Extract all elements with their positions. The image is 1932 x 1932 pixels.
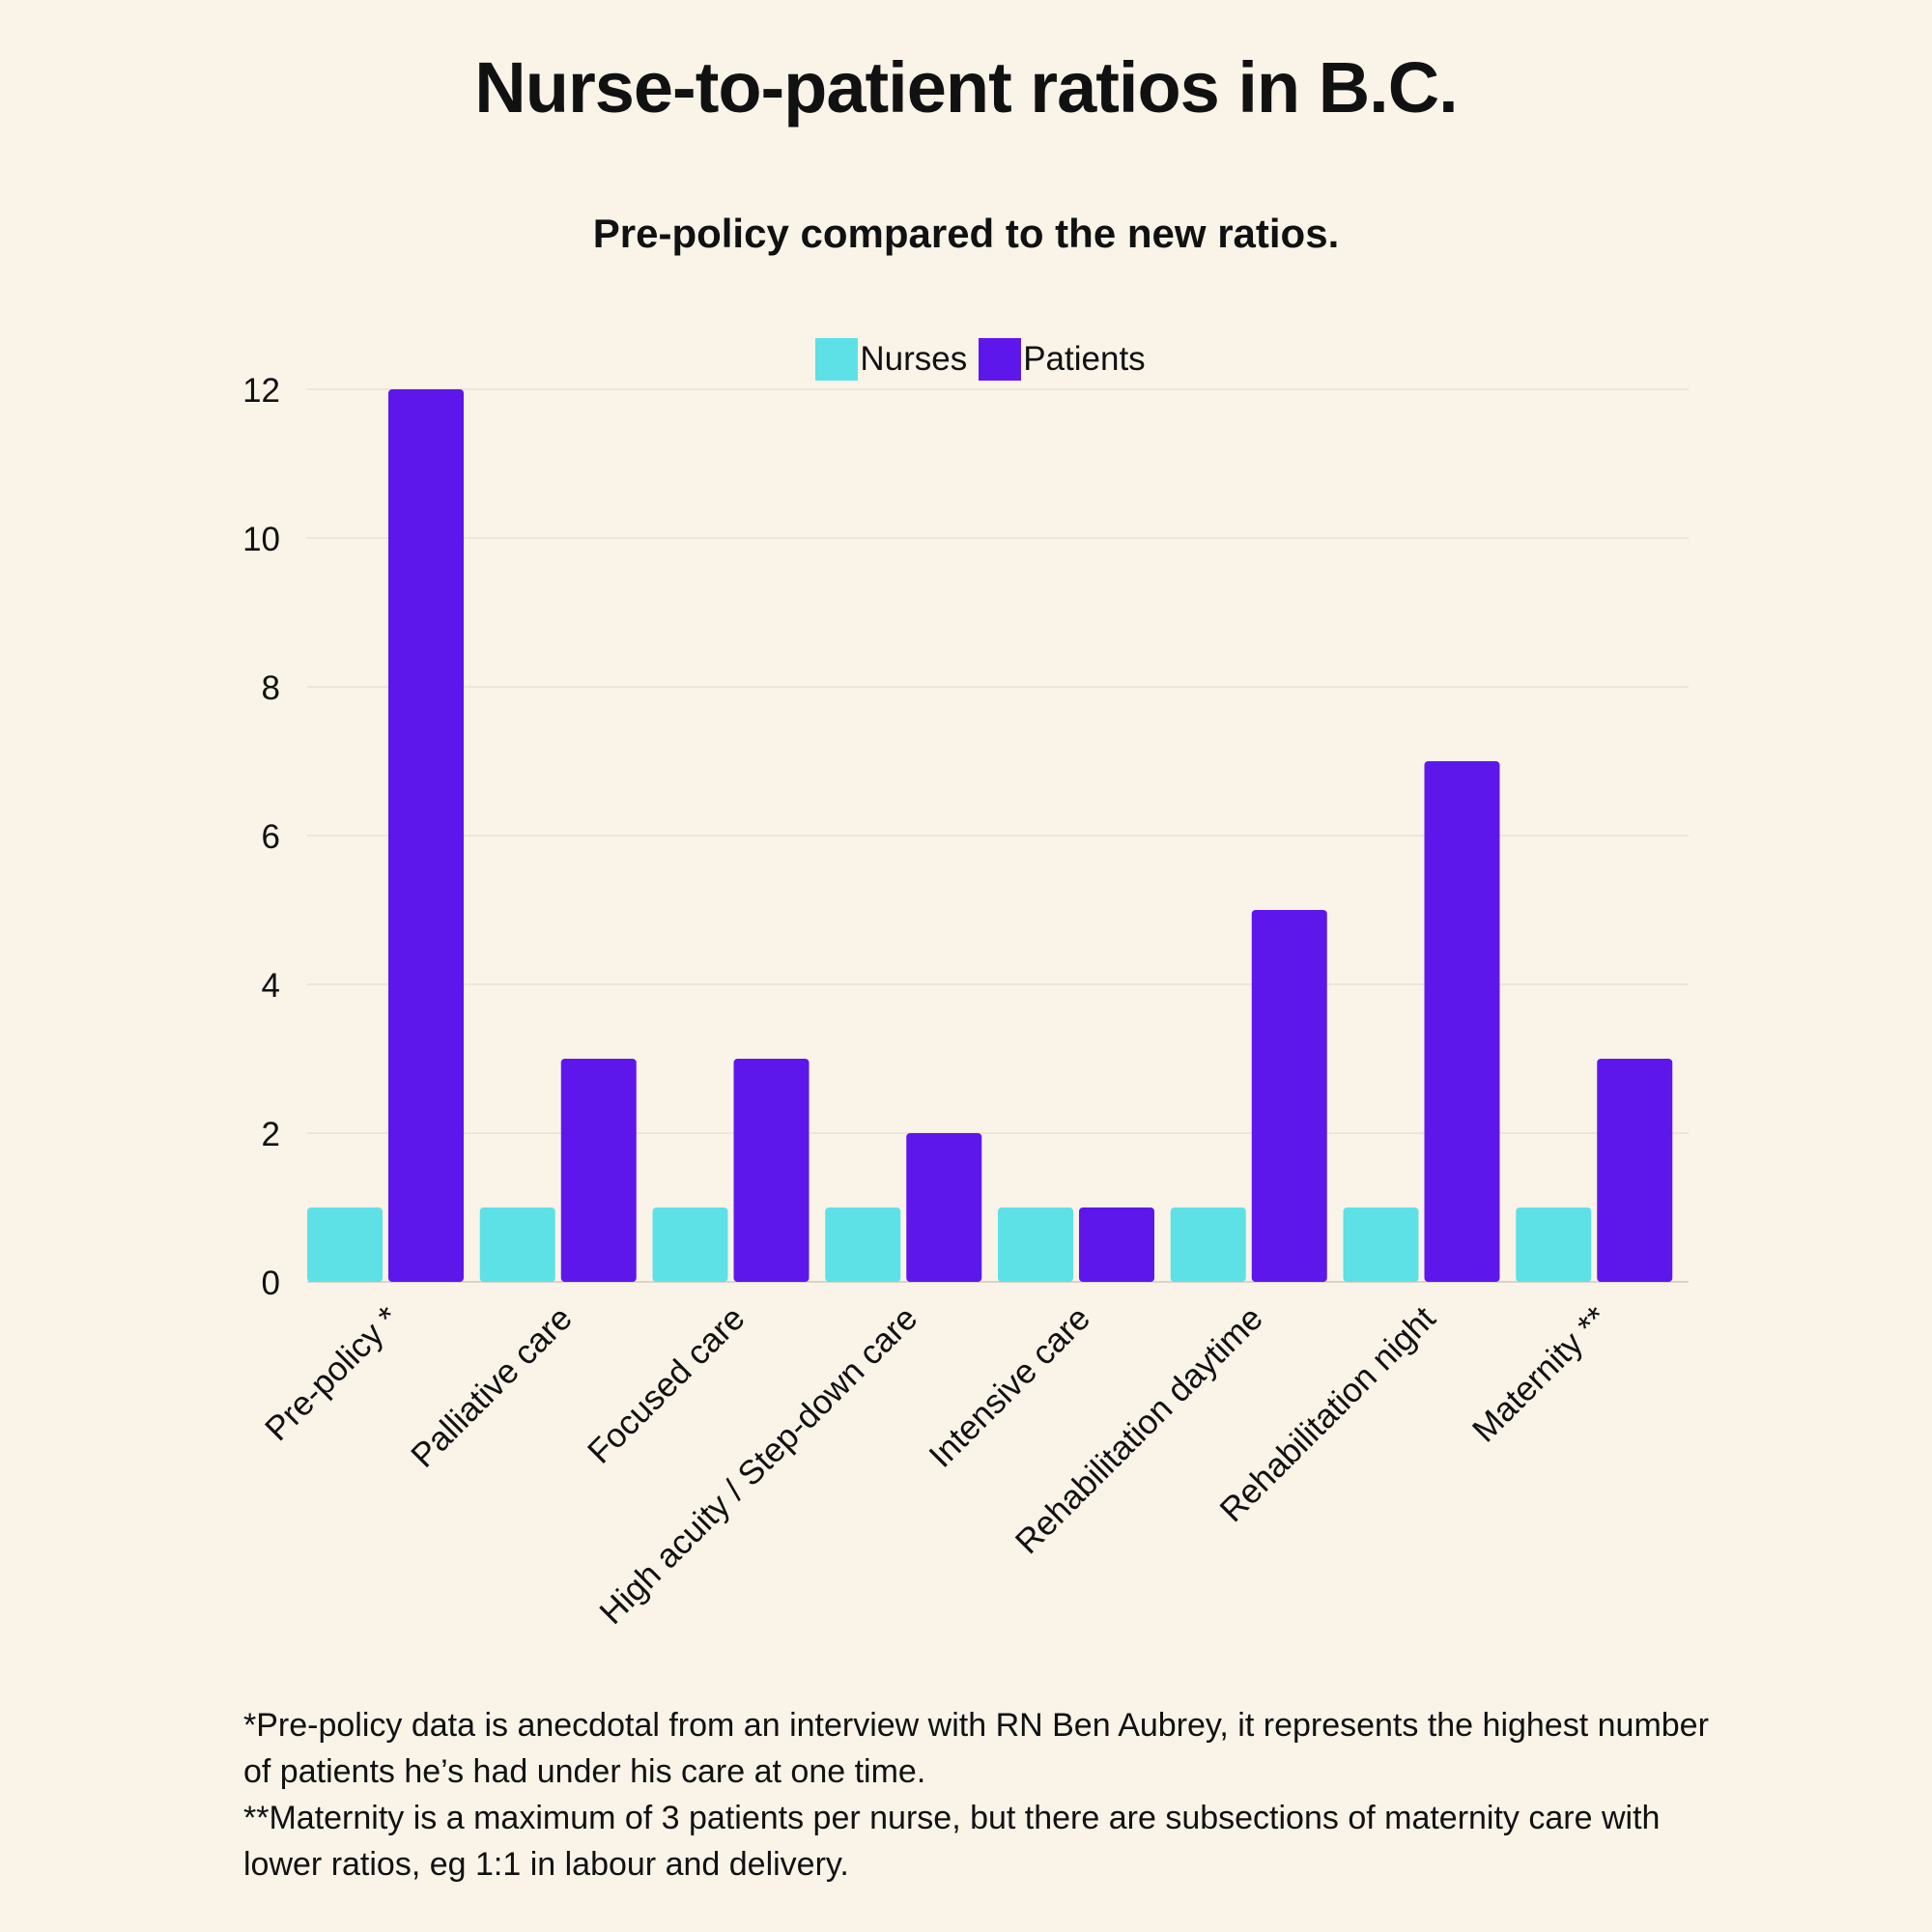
x-tick-label: Palliative care bbox=[404, 1299, 580, 1475]
x-tick-label: High acuity / Step-down care bbox=[592, 1299, 924, 1632]
bar-nurses bbox=[1343, 1208, 1419, 1282]
legend-swatch-patients bbox=[979, 338, 1022, 381]
footnote-pre-policy: *Pre-policy data is anecdotal from an in… bbox=[243, 1707, 1709, 1790]
bar-nurses bbox=[479, 1208, 555, 1282]
bar-patients bbox=[388, 389, 464, 1282]
chart-title: Nurse-to-patient ratios in B.C. bbox=[474, 47, 1458, 128]
x-tick-label: Intensive care bbox=[922, 1299, 1097, 1475]
x-tick-label: Pre-policy * bbox=[258, 1299, 407, 1448]
bar-nurses bbox=[652, 1208, 728, 1282]
bar-nurses bbox=[1516, 1208, 1592, 1282]
legend-item-patients: Patients bbox=[979, 338, 1146, 381]
chart-subtitle: Pre-policy compared to the new ratios. bbox=[592, 211, 1340, 256]
bar-patients bbox=[1424, 761, 1500, 1282]
y-tick-label: 8 bbox=[262, 669, 280, 707]
y-tick-label: 4 bbox=[262, 967, 280, 1005]
bar-patients bbox=[560, 1059, 637, 1282]
footnotes: *Pre-policy data is anecdotal from an in… bbox=[243, 1702, 1712, 1888]
x-tick-label: Maternity ** bbox=[1465, 1299, 1616, 1450]
bar-nurses bbox=[998, 1208, 1073, 1282]
bar-patients bbox=[1251, 910, 1327, 1282]
y-tick-label: 0 bbox=[262, 1264, 280, 1302]
bar-nurses bbox=[307, 1208, 383, 1282]
bar-nurses bbox=[1170, 1208, 1246, 1282]
bar-patients bbox=[1079, 1208, 1154, 1282]
y-tick-label: 2 bbox=[262, 1116, 280, 1153]
legend-label-nurses: Nurses bbox=[860, 340, 968, 378]
chart-legend: Nurses Patients bbox=[0, 338, 1932, 381]
legend-label-patients: Patients bbox=[1023, 340, 1146, 378]
bar-patients bbox=[733, 1059, 810, 1282]
legend-item-nurses: Nurses bbox=[815, 338, 967, 381]
y-tick-label: 6 bbox=[262, 818, 280, 856]
bar-patients bbox=[1597, 1059, 1673, 1282]
y-tick-label: 12 bbox=[242, 372, 280, 410]
y-tick-label: 10 bbox=[242, 521, 280, 558]
footnote-maternity: **Maternity is a maximum of 3 patients p… bbox=[243, 1800, 1661, 1883]
bar-patients bbox=[906, 1133, 982, 1282]
bar-chart: 0 2 4 6 8 10 12 Pre-policy *Palliative care Focu… bbox=[242, 372, 1689, 1632]
x-tick-label: Focused care bbox=[581, 1299, 753, 1471]
legend-swatch-nurses bbox=[815, 338, 859, 381]
bar-nurses bbox=[825, 1208, 901, 1282]
